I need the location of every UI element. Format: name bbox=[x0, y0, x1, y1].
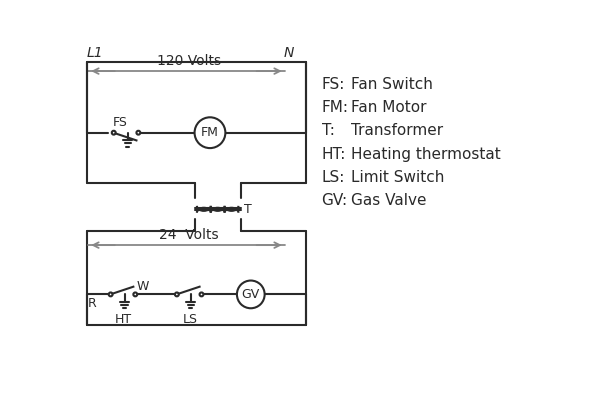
Text: Gas Valve: Gas Valve bbox=[351, 193, 427, 208]
Text: HT:: HT: bbox=[322, 146, 346, 162]
Text: T:: T: bbox=[322, 124, 335, 138]
Text: Fan Motor: Fan Motor bbox=[351, 100, 427, 115]
Text: FM:: FM: bbox=[322, 100, 349, 115]
Circle shape bbox=[109, 292, 113, 296]
Circle shape bbox=[237, 280, 265, 308]
Circle shape bbox=[136, 131, 140, 135]
Text: W: W bbox=[137, 280, 149, 293]
Text: GV: GV bbox=[242, 288, 260, 301]
Text: FS: FS bbox=[113, 116, 128, 129]
Circle shape bbox=[133, 292, 137, 296]
Circle shape bbox=[199, 292, 204, 296]
Text: T: T bbox=[244, 203, 251, 216]
Text: LS:: LS: bbox=[322, 170, 345, 185]
Text: Heating thermostat: Heating thermostat bbox=[351, 146, 501, 162]
Text: FM: FM bbox=[201, 126, 219, 139]
Circle shape bbox=[112, 131, 116, 135]
Text: N: N bbox=[283, 46, 293, 60]
Text: LS: LS bbox=[183, 313, 198, 326]
Text: Fan Switch: Fan Switch bbox=[351, 77, 432, 92]
Text: R: R bbox=[87, 298, 96, 310]
Text: L1: L1 bbox=[87, 46, 103, 60]
Text: HT: HT bbox=[114, 313, 132, 326]
Text: 24  Volts: 24 Volts bbox=[159, 228, 219, 242]
Circle shape bbox=[195, 117, 225, 148]
Text: GV:: GV: bbox=[322, 193, 348, 208]
Text: 120 Volts: 120 Volts bbox=[157, 54, 221, 68]
Circle shape bbox=[175, 292, 179, 296]
Text: FS:: FS: bbox=[322, 77, 345, 92]
Text: Limit Switch: Limit Switch bbox=[351, 170, 444, 185]
Text: Transformer: Transformer bbox=[351, 124, 443, 138]
